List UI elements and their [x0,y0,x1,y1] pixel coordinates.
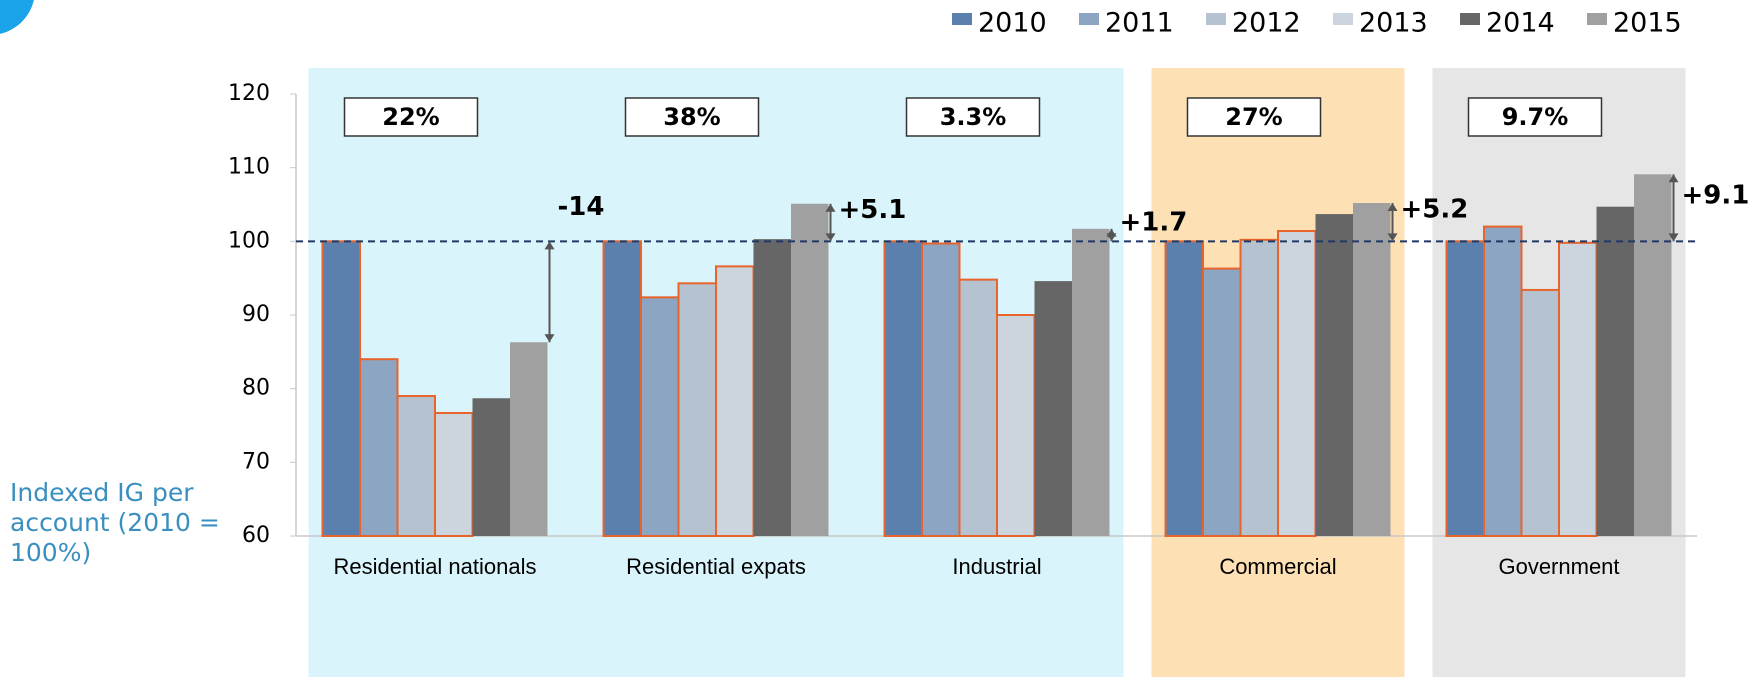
bar [921,242,961,537]
y-axis-label: Indexed IG per account (2010 = 100%) [10,478,220,567]
corner-logo [0,0,34,34]
x-tick-label: Residential expats [626,554,806,579]
legend-label: 2015 [1613,8,1682,39]
delta-label: +5.2 [1401,195,1469,225]
bar [1483,225,1523,537]
y-tick-label: 90 [242,302,270,327]
delta-label: +5.1 [839,195,907,225]
arrow-head [825,203,836,212]
bar [640,296,680,537]
bar [1034,281,1072,536]
arrow-head [544,241,555,250]
share-label: 22% [382,103,439,131]
y-tick-label: 110 [228,155,270,180]
bar [996,314,1036,537]
bar [359,358,399,538]
bar [602,240,642,537]
x-tick-label: Residential nationals [333,554,536,579]
share-label: 3.3% [940,103,1007,131]
y-tick-label: 70 [242,449,270,474]
bar [1445,240,1485,537]
legend-swatch [1460,13,1480,25]
bar [791,203,829,536]
bar [1277,230,1317,538]
legend-swatch [1333,13,1353,25]
bar [1634,174,1672,536]
delta-label: +9.1 [1682,180,1750,210]
bar [396,395,436,537]
bar [958,278,998,537]
legend-label: 2014 [1486,8,1555,39]
x-tick-label: Government [1498,554,1619,579]
share-label: 27% [1225,103,1282,131]
legend-label: 2013 [1359,8,1428,39]
x-tick-label: Industrial [952,554,1041,579]
bar [1072,228,1110,536]
bar [1520,288,1560,537]
bar [753,239,791,536]
y-tick-label: 60 [242,523,270,548]
bar [434,411,474,537]
arrow-head [544,334,555,343]
share-label: 9.7% [1502,103,1569,131]
share-label: 38% [663,103,720,131]
bar [1596,206,1634,536]
share-box [905,97,1041,137]
bar [1164,240,1204,537]
bar [677,282,717,537]
x-tick-label: Commercial [1219,554,1336,579]
arrow-head [1668,233,1679,242]
delta-label: +1.7 [1120,208,1188,238]
bar [321,240,361,537]
y-tick-label: 120 [228,81,270,106]
legend-label: 2012 [1232,8,1301,39]
bar [1558,241,1598,537]
y-tick-label: 80 [242,376,270,401]
legend-swatch [1206,13,1226,25]
arrow-head [1387,203,1398,212]
share-box [624,97,760,137]
delta-label: -14 [558,192,605,222]
arrow-head [1387,233,1398,242]
bar [1315,214,1353,536]
legend-swatch [952,13,972,25]
arrow-head [1106,233,1117,242]
y-tick-label: 100 [228,228,270,253]
bar [510,342,548,536]
arrow-head [825,233,836,242]
bar [1239,238,1279,538]
legend-swatch [1587,13,1607,25]
bar [1353,203,1391,536]
legend-label: 2010 [978,8,1047,39]
bar [715,265,755,537]
bar [472,398,510,536]
bar [883,240,923,537]
bar [1202,267,1242,537]
arrow-head [1668,174,1679,183]
legend-swatch [1079,13,1099,25]
share-box [343,97,479,137]
legend-label: 2011 [1105,8,1174,39]
share-box [1467,97,1603,137]
share-box [1186,97,1322,137]
